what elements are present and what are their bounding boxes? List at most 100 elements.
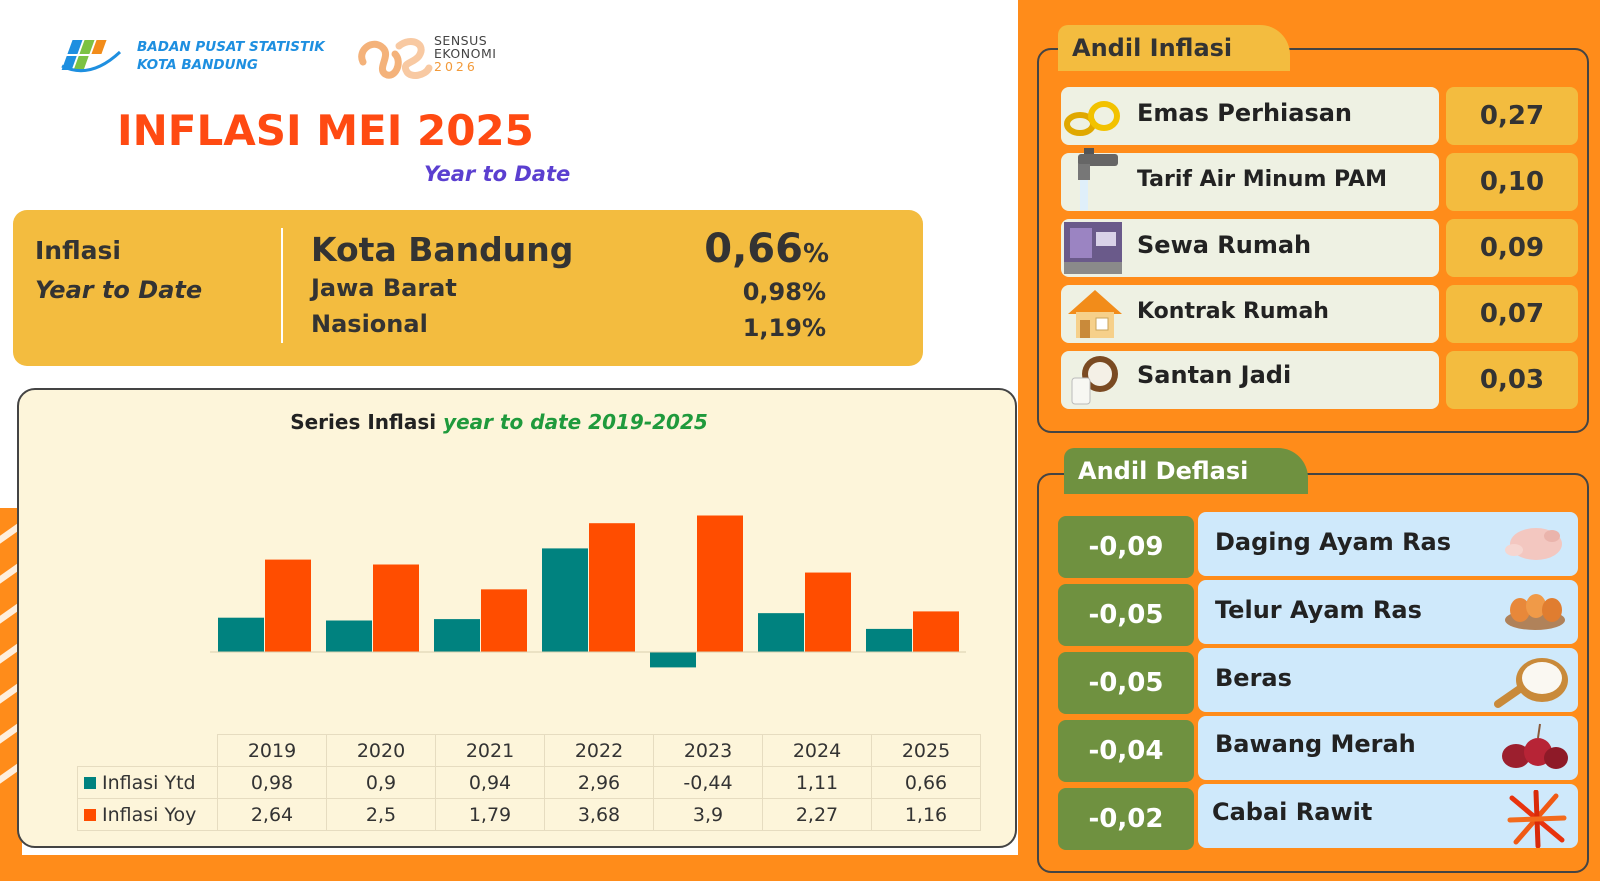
bps-logo-icon: [61, 40, 122, 73]
year-2020: 2020: [326, 734, 436, 767]
region-jawa-barat: Jawa Barat: [311, 274, 457, 302]
yoy-2023: 3,9: [653, 798, 763, 831]
bar-ytd-2024: [758, 613, 804, 652]
table-row-yoy: Inflasi Yoy 2,64 2,5 1,79 3,68 3,9 2,27 …: [77, 798, 981, 831]
table-corner: [77, 734, 218, 767]
legend-ytd-label: Inflasi Ytd: [102, 771, 196, 794]
inflasi-value-0: 0,27: [1446, 87, 1578, 145]
value-kota-bandung-unit: %: [802, 239, 829, 269]
yoy-2022: 3,68: [544, 798, 654, 831]
ytd-2019: 0,98: [217, 766, 327, 799]
region-kota-bandung: Kota Bandung: [311, 230, 574, 269]
deflasi-value-2: -0,05: [1058, 652, 1194, 714]
table-header-row: 2019 2020 2021 2022 2023 2024 2025: [77, 734, 981, 767]
year-2023: 2023: [653, 734, 763, 767]
sensus-year: 2026: [434, 59, 478, 74]
legend-yoy-swatch: [84, 808, 96, 821]
summary-label: Inflasi: [35, 236, 121, 265]
ytd-2023: -0,44: [653, 766, 763, 799]
andil-inflasi-title: Andil Inflasi: [1058, 25, 1290, 71]
chart-title-emphasis: year to date 2019-2025: [443, 410, 708, 434]
inflasi-value-1: 0,10: [1446, 153, 1578, 211]
bar-ytd-2022: [542, 548, 588, 652]
year-2025: 2025: [871, 734, 981, 767]
year-2022: 2022: [544, 734, 654, 767]
andil-deflasi-panel: [1037, 473, 1589, 873]
legend-yoy: Inflasi Yoy: [77, 798, 218, 831]
shallot-icon: [1502, 723, 1568, 769]
gold-ring-icon: [1064, 101, 1120, 136]
bar-ytd-2025: [866, 628, 912, 652]
page-subtitle: Year to Date: [424, 162, 571, 186]
legend-yoy-label: Inflasi Yoy: [102, 803, 197, 826]
bar-yoy-2023: [697, 515, 743, 652]
bar-yoy-2025: [913, 611, 959, 652]
page-title: INFLASI MEI 2025: [117, 106, 534, 155]
inflasi-value-2: 0,09: [1446, 219, 1578, 277]
inflasi-item-3: Kontrak Rumah: [1061, 285, 1439, 343]
deflasi-item-2: Beras: [1198, 648, 1578, 712]
andil-deflasi-title: Andil Deflasi: [1064, 448, 1308, 494]
bar-ytd-2023: [650, 652, 696, 668]
sensus-ekonomi-text: SENSUS EKONOMI 2026: [434, 34, 496, 73]
inflation-summary-card: Inflasi Year to Date Kota Bandung Jawa B…: [13, 210, 923, 366]
bar-chart: [210, 515, 966, 668]
coconut-milk-icon: [1071, 356, 1118, 405]
ytd-2025: 0,66: [871, 766, 981, 799]
chili-icon: [1507, 790, 1567, 848]
inflasi-item-4: Santan Jadi: [1061, 351, 1439, 409]
chart-title-main: Series Inflasi: [290, 410, 437, 434]
ytd-2022: 2,96: [544, 766, 654, 799]
inflasi-item-1: Tarif Air Minum PAM: [1061, 153, 1439, 211]
bar-ytd-2020: [326, 620, 372, 652]
chicken-meat-icon: [1505, 528, 1562, 560]
bar-yoy-2020: [373, 564, 419, 652]
summary-sublabel: Year to Date: [35, 276, 203, 304]
year-2021: 2021: [435, 734, 545, 767]
legend-ytd: Inflasi Ytd: [77, 766, 218, 799]
legend-ytd-swatch: [84, 776, 96, 789]
yoy-2020: 2,5: [326, 798, 436, 831]
bar-yoy-2019: [265, 559, 311, 652]
water-tap-icon: [1078, 148, 1118, 210]
bar-ytd-2019: [218, 617, 264, 652]
bottom-band: [0, 855, 1018, 881]
inflasi-item-2: Sewa Rumah: [1061, 219, 1439, 277]
region-nasional: Nasional: [311, 310, 428, 338]
deflasi-item-4: Cabai Rawit: [1198, 784, 1578, 848]
chart-data-table: 2019 2020 2021 2022 2023 2024 2025 Infla…: [77, 734, 981, 831]
inflasi-value-4: 0,03: [1446, 351, 1578, 409]
table-row-ytd: Inflasi Ytd 0,98 0,9 0,94 2,96 -0,44 1,1…: [77, 766, 981, 799]
chart-title: Series Inflasi year to date 2019-2025: [19, 410, 979, 434]
summary-divider: [281, 228, 283, 343]
value-kota-bandung-number: 0,66: [704, 226, 803, 272]
org-line-2: KOTA BANDUNG: [137, 57, 258, 73]
organization-name: BADAN PUSAT STATISTIK KOTA BANDUNG: [137, 38, 325, 74]
bar-yoy-2024: [805, 572, 851, 652]
decorative-stripes: [0, 508, 22, 881]
deflasi-value-1: -0,05: [1058, 584, 1194, 646]
yoy-2024: 2,27: [762, 798, 872, 831]
ytd-2024: 1,11: [762, 766, 872, 799]
org-line-1: BADAN PUSAT STATISTIK: [137, 39, 325, 55]
deflasi-item-0: Daging Ayam Ras: [1198, 512, 1578, 576]
egg-icon: [1505, 594, 1565, 630]
chart-panel: Series Inflasi year to date 2019-2025 20…: [17, 388, 1017, 848]
house-icon: [1068, 290, 1122, 338]
bar-yoy-2021: [481, 589, 527, 652]
andil-inflasi-panel: [1037, 48, 1589, 433]
rice-icon: [1494, 658, 1568, 708]
year-2024: 2024: [762, 734, 872, 767]
inflasi-item-0: Emas Perhiasan: [1061, 87, 1439, 145]
deflasi-value-4: -0,02: [1058, 788, 1194, 850]
yoy-2025: 1,16: [871, 798, 981, 831]
deflasi-value-3: -0,04: [1058, 720, 1194, 782]
inflasi-value-3: 0,07: [1446, 285, 1578, 343]
bar-ytd-2021: [434, 619, 480, 652]
value-nasional: 1,19%: [742, 314, 826, 342]
sensus-ekonomi-logo-icon: [358, 38, 433, 79]
ytd-2020: 0,9: [326, 766, 436, 799]
value-kota-bandung: 0,66%: [704, 226, 829, 272]
year-2019: 2019: [217, 734, 327, 767]
yoy-2019: 2,64: [217, 798, 327, 831]
